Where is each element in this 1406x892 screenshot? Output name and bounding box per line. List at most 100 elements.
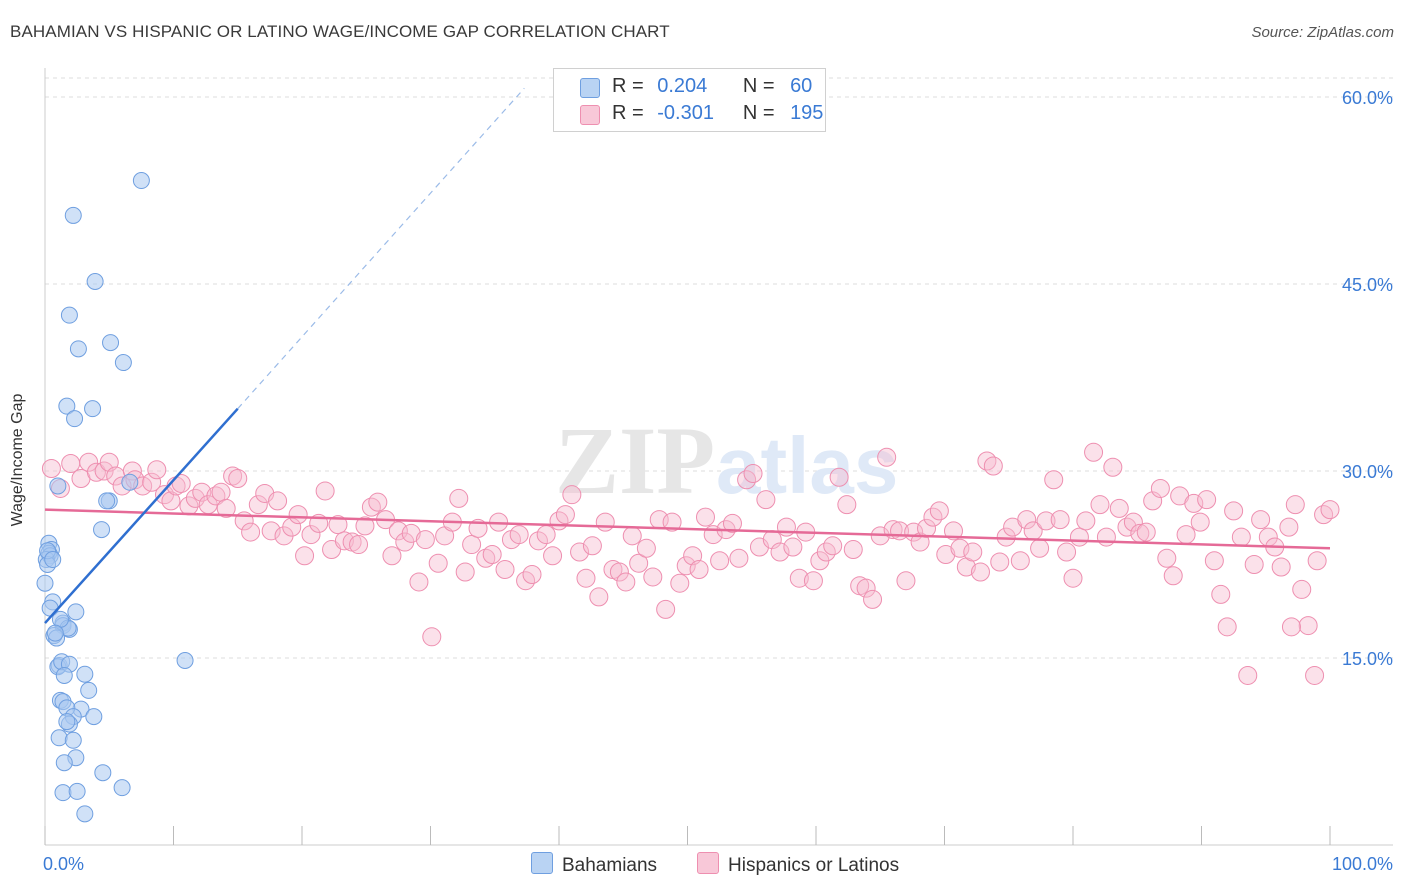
pink-point-45 — [349, 535, 369, 555]
pink-point-24 — [211, 482, 231, 502]
blue-point-10 — [49, 477, 67, 495]
tick-labels: 15.0% 30.0% 45.0% 60.0% 0.0% 100.0% — [43, 88, 1393, 874]
blue-point-47 — [50, 729, 68, 747]
pink-point-88 — [636, 538, 656, 558]
pink-point-172 — [1197, 490, 1217, 510]
pink-point-161 — [1123, 512, 1143, 532]
trend-line-bahamians-extension — [237, 87, 525, 410]
legend-r-value-bahamians: 0.204 — [657, 75, 708, 97]
pink-point-152 — [1063, 568, 1083, 588]
blue-point-38 — [80, 681, 98, 699]
pink-point-113 — [803, 571, 823, 591]
source-label: Source: ZipAtlas.com — [1251, 24, 1394, 41]
pink-point-16 — [161, 491, 181, 511]
bottom-legend-label: Bahamians — [562, 855, 658, 876]
pink-point-159 — [1109, 498, 1129, 518]
pink-point-67 — [495, 559, 515, 579]
correlation-legend: R = 0.204 N = 60 R = -0.301 N = 195 — [553, 68, 826, 132]
pink-point-50 — [382, 546, 402, 566]
watermark-atlas: atlas — [716, 421, 898, 510]
bottom-legend-bahamians: Bahamians — [531, 852, 657, 877]
pink-point-150 — [1050, 510, 1070, 530]
blue-point-53 — [54, 784, 72, 802]
pink-point-65 — [482, 545, 502, 565]
pink-point-140 — [983, 456, 1003, 476]
pink-point-139 — [977, 451, 997, 471]
blue-point-6 — [114, 354, 132, 372]
pink-point-5 — [86, 462, 106, 482]
pink-point-56 — [422, 627, 442, 647]
pink-point-177 — [1231, 527, 1251, 547]
pink-point-25 — [216, 498, 236, 518]
pink-point-173 — [1204, 551, 1224, 571]
legend-swatch-blue — [580, 78, 600, 98]
pink-point-26 — [223, 466, 243, 486]
legend-r-label: R = — [612, 102, 644, 124]
pink-point-175 — [1217, 617, 1237, 637]
pink-point-141 — [990, 552, 1010, 572]
pink-point-91 — [656, 599, 676, 619]
pink-point-178 — [1238, 665, 1258, 685]
pink-point-60 — [449, 488, 469, 508]
blue-point-12 — [98, 492, 116, 510]
legend-n-label: N = — [742, 75, 775, 97]
pink-point-42 — [328, 515, 348, 535]
pink-point-40 — [315, 481, 335, 501]
pink-point-151 — [1057, 542, 1077, 562]
pink-point-72 — [528, 531, 548, 551]
pink-point-80 — [582, 536, 602, 556]
pink-point-109 — [776, 517, 796, 537]
pink-point-116 — [823, 536, 843, 556]
blue-point-48 — [64, 731, 82, 749]
blue-point-51 — [94, 764, 112, 782]
blue-point-4 — [69, 340, 87, 358]
trend-lines — [44, 87, 1331, 624]
blue-point-13 — [121, 473, 139, 491]
blue-point-59 — [46, 624, 64, 642]
legend-r-value-hispanics: -0.301 — [657, 102, 714, 124]
pink-point-190 — [1320, 500, 1340, 520]
pink-point-119 — [843, 540, 863, 560]
pink-point-21 — [192, 482, 212, 502]
pink-point-149 — [1044, 470, 1064, 490]
y-tick-label-2: 45.0% — [1342, 275, 1393, 295]
blue-point-3 — [60, 306, 78, 324]
pink-point-48 — [368, 492, 388, 512]
pink-point-180 — [1251, 510, 1271, 530]
pink-point-27 — [228, 468, 248, 488]
y-tick-label-3: 60.0% — [1342, 88, 1393, 108]
pink-point-64 — [476, 548, 496, 568]
pink-point-110 — [783, 537, 803, 557]
pink-point-82 — [595, 512, 615, 532]
pink-point-30 — [248, 495, 268, 515]
bottom-legend-hispanics: Hispanics or Latinos — [697, 852, 899, 877]
blue-point-54 — [68, 782, 86, 800]
pink-point-169 — [1176, 525, 1196, 545]
blue-point-57 — [44, 551, 62, 569]
pink-point-92 — [662, 512, 682, 532]
blue-point-46 — [58, 713, 76, 731]
legend-r-label: R = — [612, 75, 644, 97]
pink-point-186 — [1292, 579, 1312, 599]
trend-line-hispanics — [44, 508, 1331, 550]
x-tick-label-1: 100.0% — [1332, 854, 1393, 874]
pink-point-118 — [837, 495, 857, 515]
blue-point-44 — [85, 708, 103, 726]
pink-point-170 — [1184, 493, 1204, 513]
pink-point-156 — [1090, 495, 1110, 515]
pink-point-33 — [268, 491, 288, 511]
pink-point-37 — [295, 546, 315, 566]
pink-point-137 — [963, 542, 983, 562]
pink-point-71 — [522, 564, 542, 584]
pink-point-111 — [789, 568, 809, 588]
pink-point-165 — [1150, 478, 1170, 498]
pink-point-147 — [1030, 538, 1050, 558]
pink-point-121 — [856, 578, 876, 598]
pink-point-135 — [950, 538, 970, 558]
blue-point-8 — [84, 400, 102, 418]
legend-n-value-hispanics: 195 — [790, 102, 824, 124]
pink-point-93 — [670, 573, 690, 593]
pink-point-148 — [1036, 511, 1056, 531]
pink-point-99 — [710, 551, 730, 571]
blue-point-14 — [93, 521, 111, 539]
